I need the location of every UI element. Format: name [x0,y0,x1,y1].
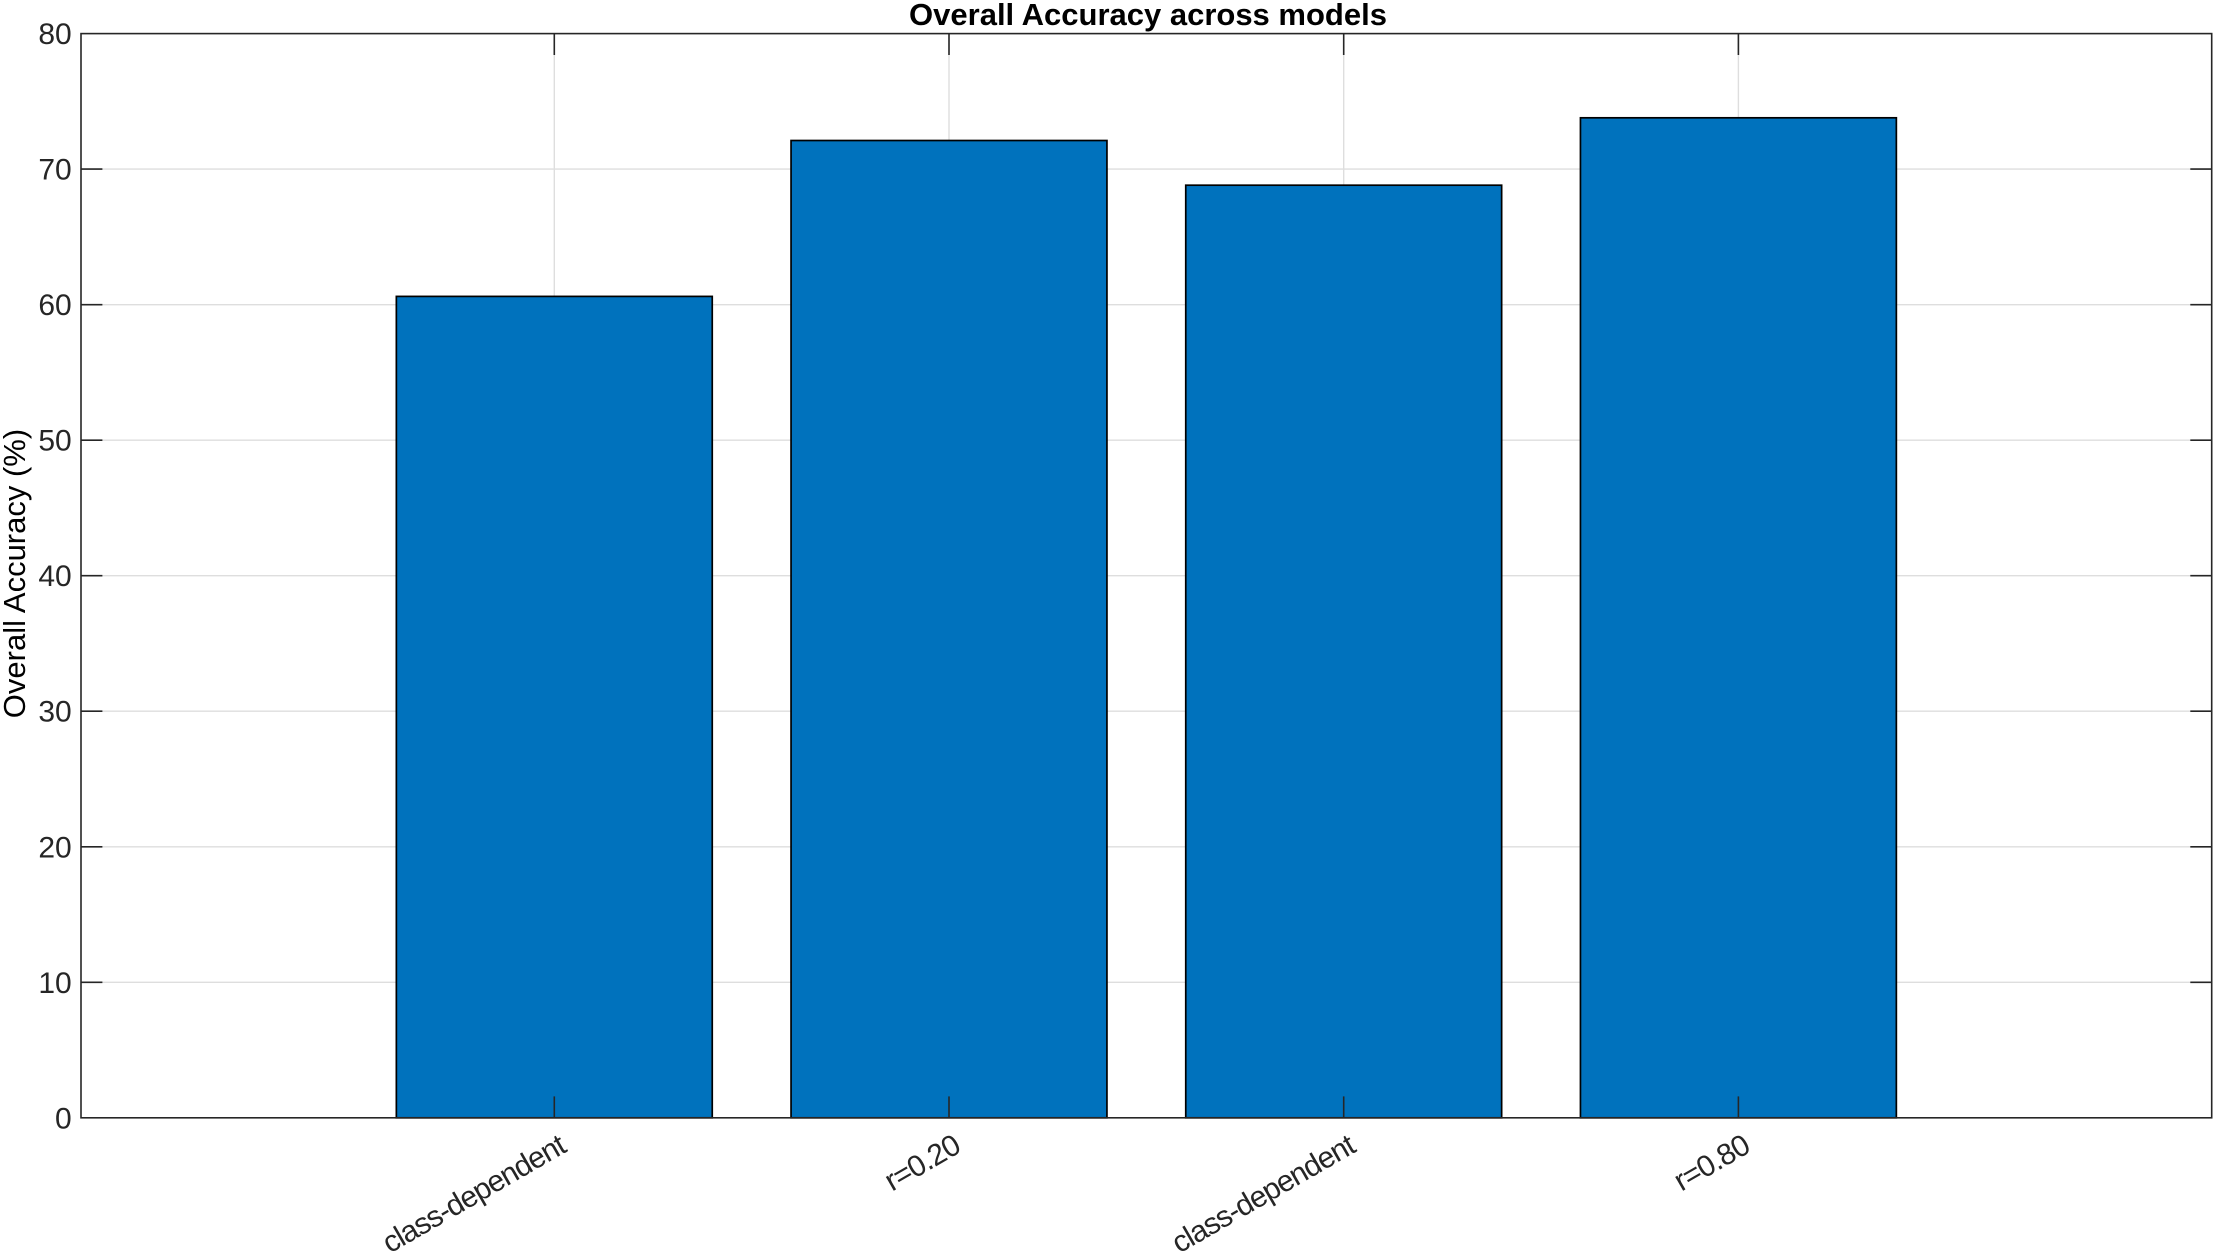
svg-text:Overall Accuracy (%): Overall Accuracy (%) [0,429,32,718]
svg-text:70: 70 [38,154,71,187]
svg-text:0: 0 [55,1102,72,1135]
svg-text:40: 40 [38,560,71,593]
svg-text:20: 20 [38,831,71,864]
svg-text:30: 30 [38,696,71,729]
svg-text:80: 80 [38,18,71,51]
svg-text:10: 10 [38,967,71,1000]
svg-text:60: 60 [38,289,71,322]
svg-text:50: 50 [38,425,71,458]
svg-text:Overall Accuracy across models: Overall Accuracy across models [909,0,1387,32]
